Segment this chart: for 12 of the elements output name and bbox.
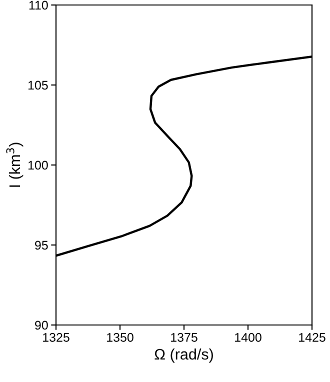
y-tick-label: 105	[28, 80, 48, 90]
y-tick-label: 95	[35, 240, 48, 250]
y-tick-label: 100	[28, 160, 48, 170]
x-axis-title: Ω (rad/s)	[154, 348, 213, 363]
x-tick-label: 1325	[43, 332, 70, 342]
x-tick-label: 1350	[107, 332, 134, 342]
x-tick-label: 1400	[235, 332, 262, 342]
y-axis-title: I (km$^{3}$)	[6, 142, 24, 187]
x-tick-label: 1425	[299, 332, 326, 342]
y-tick-label: 90	[35, 320, 48, 330]
x-tick-label: 1375	[171, 332, 198, 342]
y-tick-label: 110	[29, 0, 48, 10]
